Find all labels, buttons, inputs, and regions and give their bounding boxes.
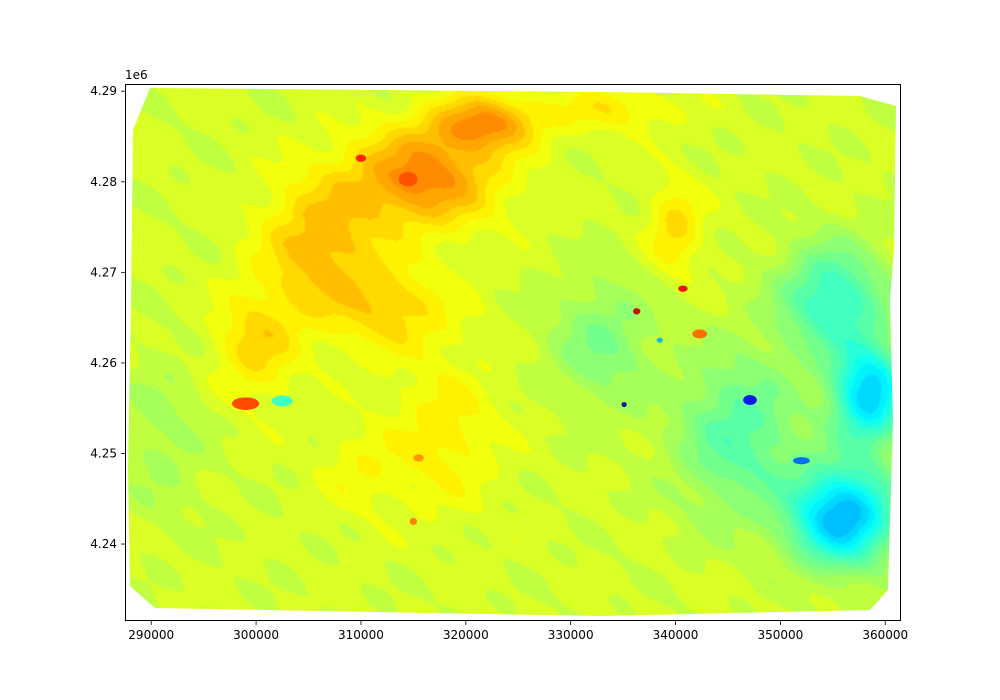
anomaly-spot (678, 285, 688, 292)
anomaly-spot (792, 457, 810, 465)
anomaly-spot (231, 397, 260, 411)
x-tick-label: 350000 (757, 628, 803, 642)
y-axis: 4.24 4.25 4.26 4.27 4.28 4.29 (90, 84, 125, 551)
anomaly-spot (633, 308, 641, 315)
x-tick-label: 320000 (443, 628, 489, 642)
x-tick-label: 330000 (548, 628, 594, 642)
x-tick-label: 310000 (338, 628, 384, 642)
anomaly-spot (743, 395, 757, 406)
y-tick-label: 4.29 (90, 84, 117, 98)
y-tick-label: 4.26 (90, 356, 117, 370)
y-offset-label: 1e6 (125, 68, 148, 82)
x-tick-label: 340000 (653, 628, 699, 642)
anomaly-spot (398, 171, 418, 187)
plot-frame (125, 84, 901, 621)
anomaly-spot (271, 395, 293, 407)
x-tick-label: 300000 (233, 628, 279, 642)
anomaly-spot (355, 154, 367, 162)
contour-field (128, 88, 896, 616)
x-axis: 290000 300000 310000 320000 330000 340000 3500… (128, 621, 908, 642)
anomaly-spot (409, 517, 418, 526)
anomaly-spot (621, 402, 627, 408)
x-tick-label: 360000 (862, 628, 908, 642)
anomaly-spot (656, 337, 663, 343)
y-tick-label: 4.24 (90, 537, 117, 551)
y-tick-label: 4.27 (90, 265, 117, 279)
anomaly-spots (231, 154, 810, 526)
anomaly-spot (692, 329, 708, 339)
anomaly-spot (413, 454, 424, 462)
y-tick-label: 4.25 (90, 446, 117, 460)
y-tick-label: 4.28 (90, 175, 117, 189)
x-tick-label: 290000 (128, 628, 174, 642)
